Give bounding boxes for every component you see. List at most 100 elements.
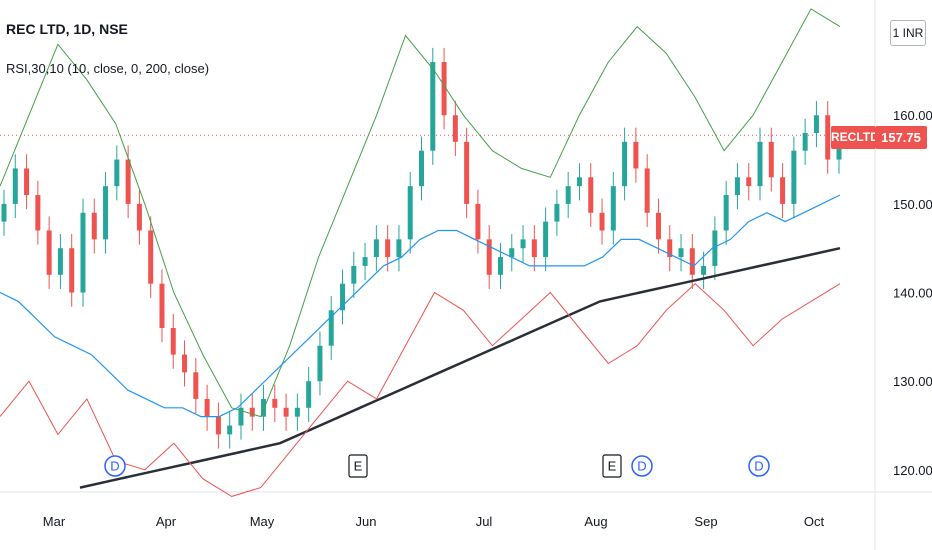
candle-body bbox=[610, 186, 616, 231]
candle-body bbox=[576, 177, 582, 187]
dividend-marker bbox=[104, 455, 126, 477]
x-tick-label: Oct bbox=[804, 514, 825, 529]
candle-body bbox=[159, 283, 165, 328]
candle-body bbox=[91, 212, 97, 240]
candle-body bbox=[385, 239, 391, 258]
candle-body bbox=[701, 265, 707, 275]
candle-body bbox=[689, 248, 695, 275]
dividend-marker-label: D bbox=[637, 459, 646, 474]
candle-body bbox=[486, 239, 492, 275]
y-tick-label: 150.00 bbox=[893, 197, 932, 212]
candle-body bbox=[723, 195, 729, 231]
blue-ma-line bbox=[0, 194, 841, 418]
candle-body bbox=[35, 195, 41, 231]
chart-legend: REC LTD, 1D, NSE RSI,30,10 (10, close, 0… bbox=[6, 21, 209, 77]
candle-body bbox=[565, 186, 571, 204]
candle-body bbox=[328, 310, 334, 346]
currency-icon: 1 bbox=[892, 26, 900, 40]
candle-body bbox=[340, 283, 346, 311]
candle-body bbox=[46, 230, 52, 275]
candle-body bbox=[475, 203, 481, 240]
candle-body bbox=[1, 203, 7, 222]
candle-body bbox=[655, 212, 661, 240]
candle-body bbox=[644, 168, 650, 213]
candle-body bbox=[746, 177, 752, 187]
candle-body bbox=[261, 398, 267, 417]
candle-body bbox=[148, 230, 154, 284]
candle-body bbox=[734, 177, 740, 196]
candle-body bbox=[125, 159, 131, 204]
y-tick-label: 120.00 bbox=[893, 463, 932, 478]
dividend-marker-label: D bbox=[110, 459, 119, 474]
candle-body bbox=[497, 257, 503, 275]
candle-body bbox=[791, 150, 797, 204]
symbol-price-tag: RECLTD bbox=[831, 126, 879, 149]
candle-body bbox=[249, 407, 255, 417]
dividend-marker-label: D bbox=[754, 459, 763, 474]
currency-button[interactable]: 1 INR bbox=[890, 20, 926, 46]
candle-body bbox=[419, 150, 424, 187]
candle-body bbox=[24, 168, 30, 196]
x-tick-label: Jul bbox=[476, 514, 493, 529]
candle-body bbox=[57, 248, 63, 275]
candle-body bbox=[780, 177, 786, 204]
x-tick-label: Mar bbox=[43, 514, 66, 529]
candle-body bbox=[520, 239, 526, 249]
candle-body bbox=[588, 177, 594, 213]
candle-body bbox=[633, 141, 639, 169]
candle-body bbox=[599, 212, 605, 231]
candle-body bbox=[441, 62, 447, 116]
ma200-line bbox=[79, 246, 841, 489]
candle-body bbox=[69, 248, 75, 293]
indicator-label: RSI,30,10 (10, close, 0, 200, close) bbox=[6, 61, 210, 76]
y-tick-label: 160.00 bbox=[893, 108, 932, 123]
candle-body bbox=[80, 212, 86, 293]
earnings-marker-label: E bbox=[354, 459, 363, 474]
candle-body bbox=[531, 239, 537, 258]
candle-body bbox=[768, 141, 774, 178]
candle-body bbox=[170, 328, 176, 355]
candle-body bbox=[407, 186, 413, 240]
candle-body bbox=[193, 372, 199, 399]
chart-title: REC LTD, 1D, NSE bbox=[6, 21, 128, 37]
candle-body bbox=[294, 407, 300, 417]
candle-body bbox=[712, 230, 718, 266]
x-tick-label: Sep bbox=[694, 514, 717, 529]
candle-body bbox=[813, 115, 819, 133]
candle-body bbox=[351, 265, 357, 284]
candle-body bbox=[836, 141, 842, 160]
currency-label: INR bbox=[902, 26, 924, 40]
candle-body bbox=[306, 381, 312, 408]
y-tick-label: 130.00 bbox=[893, 374, 932, 389]
candle-body bbox=[204, 398, 210, 417]
candle-body bbox=[238, 407, 244, 426]
candle-body bbox=[667, 239, 673, 258]
candle-body bbox=[272, 398, 278, 408]
green-band-line bbox=[0, 8, 841, 418]
candle-body bbox=[182, 354, 188, 373]
x-tick-label: Apr bbox=[156, 514, 177, 529]
x-tick-label: Aug bbox=[584, 514, 607, 529]
candle-body bbox=[543, 221, 549, 258]
candle-body bbox=[464, 141, 470, 204]
last-price-tag: 157.75 bbox=[875, 126, 927, 149]
red-band-line bbox=[0, 283, 841, 497]
candle-body bbox=[215, 416, 221, 435]
candle-body bbox=[509, 248, 515, 258]
earnings-marker bbox=[348, 454, 368, 478]
candle-body bbox=[114, 159, 120, 187]
candle-body bbox=[622, 141, 628, 187]
candle-body bbox=[103, 186, 109, 240]
candle-body bbox=[136, 203, 142, 231]
candle-body bbox=[317, 345, 323, 382]
x-tick-label: Jun bbox=[356, 514, 377, 529]
candle-body bbox=[452, 115, 458, 142]
earnings-marker bbox=[602, 454, 622, 478]
candle-body bbox=[802, 132, 808, 151]
candle-body bbox=[362, 257, 368, 266]
dividend-marker bbox=[631, 455, 653, 477]
candle-body bbox=[757, 141, 763, 187]
candle-body bbox=[554, 203, 560, 222]
